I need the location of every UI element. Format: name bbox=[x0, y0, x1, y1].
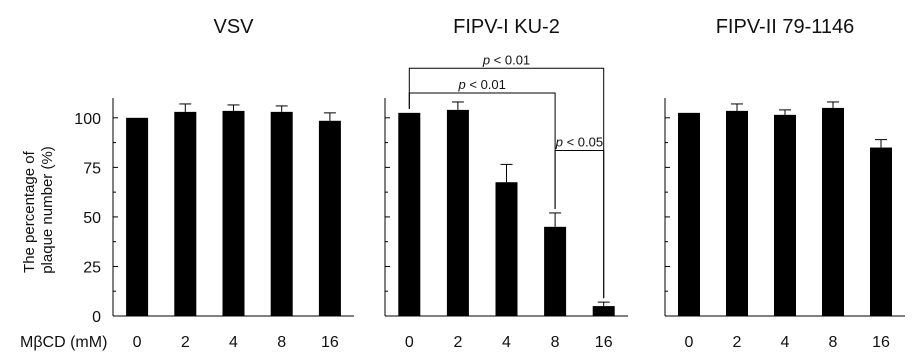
significance-label: p < 0.01 bbox=[482, 52, 530, 67]
x-tick-label: 4 bbox=[229, 334, 238, 351]
x-tick-label: 2 bbox=[733, 334, 742, 351]
y-axis-label-line1: The percentage of bbox=[21, 150, 38, 273]
bar bbox=[678, 112, 700, 316]
x-axis-label: MβCD (mM) bbox=[20, 334, 107, 351]
y-tick-label: 100 bbox=[74, 111, 101, 128]
x-tick-label: 8 bbox=[829, 334, 838, 351]
x-tick-label: 16 bbox=[595, 334, 613, 351]
significance-label: p < 0.05 bbox=[555, 135, 603, 150]
bar bbox=[222, 110, 245, 316]
x-tick-label: 16 bbox=[872, 334, 890, 351]
x-tick-label: 4 bbox=[502, 334, 511, 351]
x-tick-label: 8 bbox=[277, 334, 286, 351]
panel-title: FIPV-II 79-1146 bbox=[716, 16, 855, 38]
y-tick-label: 25 bbox=[83, 259, 101, 276]
bar bbox=[270, 111, 293, 316]
panel-title: VSV bbox=[213, 16, 254, 38]
bar bbox=[544, 226, 567, 316]
x-tick-label: 2 bbox=[181, 334, 190, 351]
chart-panel-3: FIPV-II 79-1146 0 2 4 8 16 bbox=[664, 16, 905, 351]
x-tick-label: 0 bbox=[685, 334, 694, 351]
x-tick-label: 0 bbox=[133, 334, 142, 351]
significance-bracket bbox=[554, 150, 605, 299]
y-axis-label: The percentage of plaque number (%) bbox=[21, 146, 56, 274]
bar bbox=[398, 112, 421, 316]
bar bbox=[174, 111, 197, 316]
y-tick-label: 75 bbox=[83, 160, 101, 177]
bar bbox=[774, 114, 796, 316]
chart-panels: VSV 0 25 50 75 100 0 2 4 8 16 FIPV-I KU-2 0 2 4 8 16 p < … bbox=[74, 16, 905, 351]
bar bbox=[822, 107, 844, 316]
x-tick-label: 16 bbox=[321, 334, 339, 351]
y-tick-label: 50 bbox=[83, 210, 101, 227]
significance-label: p < 0.01 bbox=[458, 77, 506, 92]
chart-panel-2: FIPV-I KU-2 0 2 4 8 16 p < 0.01 p < 0.01 p < 0.0… bbox=[384, 16, 628, 351]
bar bbox=[318, 120, 341, 316]
y-axis-label-line2: plaque number (%) bbox=[39, 146, 56, 274]
x-tick-label: 2 bbox=[453, 334, 462, 351]
x-tick-label: 0 bbox=[405, 334, 414, 351]
bar bbox=[726, 110, 748, 316]
significance-bracket bbox=[408, 92, 556, 209]
chart-panel-1: VSV 0 25 50 75 100 0 2 4 8 16 bbox=[74, 16, 354, 351]
x-tick-label: 4 bbox=[781, 334, 790, 351]
bar bbox=[126, 117, 149, 317]
bar bbox=[870, 147, 892, 316]
panel-title: FIPV-I KU-2 bbox=[453, 16, 560, 38]
y-tick-label: 0 bbox=[92, 309, 101, 326]
bar bbox=[446, 109, 469, 317]
x-tick-label: 8 bbox=[551, 334, 560, 351]
bar bbox=[592, 306, 615, 316]
bar bbox=[495, 182, 518, 316]
